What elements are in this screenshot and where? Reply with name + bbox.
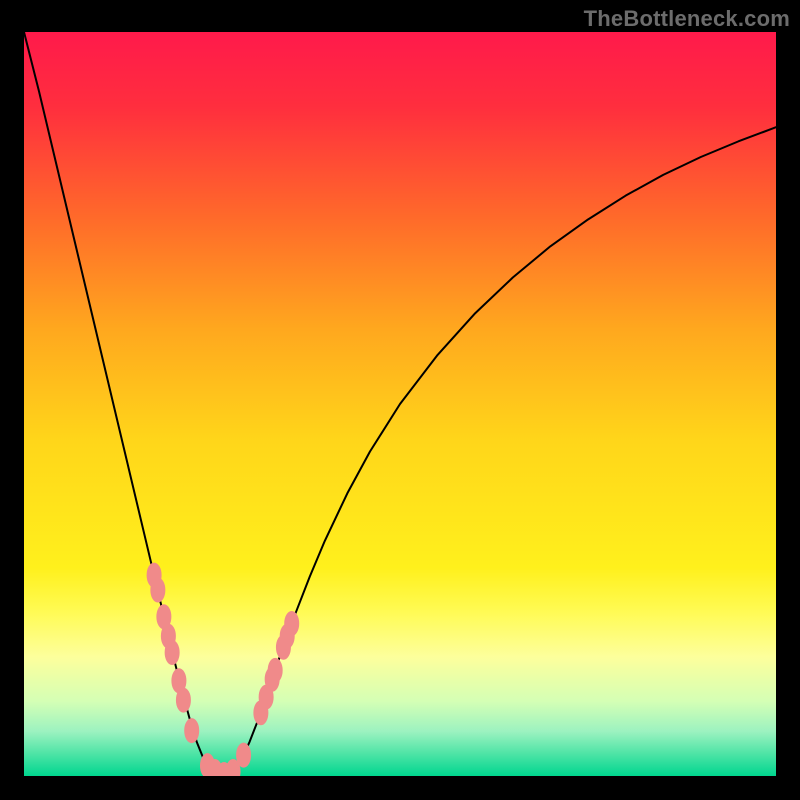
plot-area bbox=[24, 32, 776, 776]
chart-stage: TheBottleneck.com bbox=[0, 0, 800, 800]
watermark-text: TheBottleneck.com bbox=[584, 6, 790, 32]
gradient-background bbox=[24, 32, 776, 776]
